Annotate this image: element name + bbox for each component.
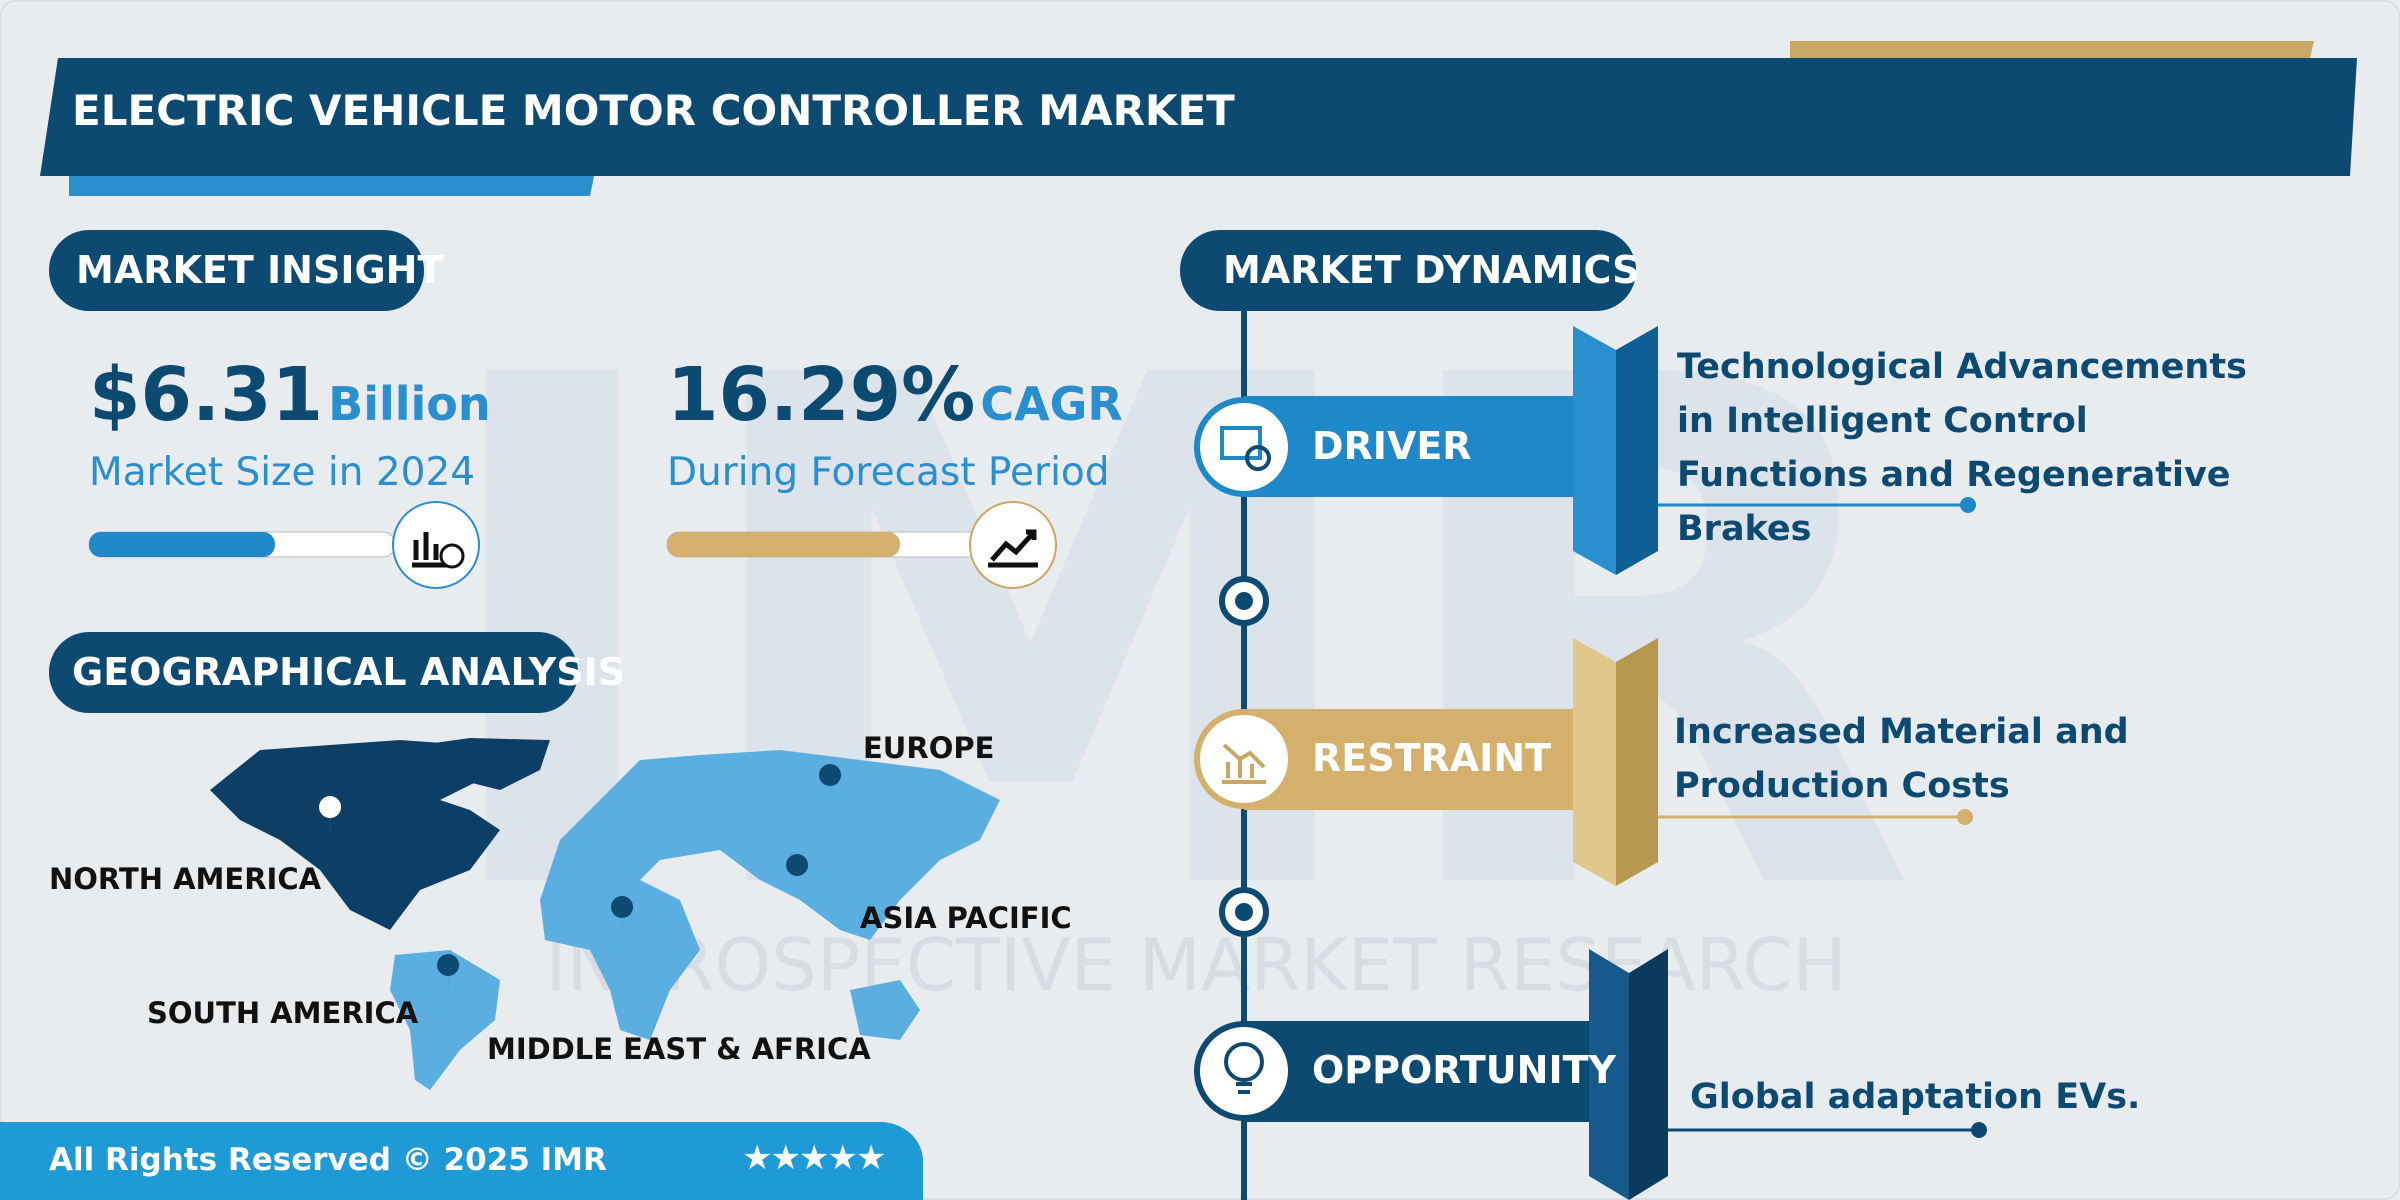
restraint-band (1244, 709, 1618, 810)
dynamic-label: RESTRAINT (1312, 736, 1552, 780)
timeline-node (1235, 903, 1253, 921)
section-pill (49, 230, 424, 311)
icon (1222, 743, 1266, 784)
progress-fill (89, 532, 275, 557)
icon-circle (1194, 397, 1294, 497)
icon (1236, 1082, 1252, 1094)
connector-dot (1957, 809, 1973, 825)
timeline-node (1235, 592, 1253, 610)
dynamic-label: DRIVER (1312, 424, 1472, 468)
icon-circle (1194, 709, 1294, 809)
restraint-chevron (1616, 638, 1658, 886)
footer-rights: All Rights Reserved © 2025 IMR (49, 1142, 607, 1178)
map-australia (850, 980, 920, 1040)
section-pill (1180, 230, 1636, 311)
icon (988, 529, 1038, 568)
opportunity-chevron (1589, 949, 1629, 1200)
metric-label: During Forecast Period (667, 450, 1110, 495)
connector-dot (1971, 1122, 1987, 1138)
section-heading: GEOGRAPHICAL ANALYSIS (72, 650, 626, 694)
region-label: NORTH AMERICA (49, 862, 322, 896)
region-label: MIDDLE EAST & AFRICA (487, 1032, 871, 1066)
section-heading: MARKET DYNAMICS (1223, 248, 1640, 292)
header-title: ELECTRIC VEHICLE MOTOR CONTROLLER MARKET (72, 86, 1235, 135)
pin (819, 764, 842, 808)
icon (1245, 445, 1271, 471)
icon-circle (969, 501, 1057, 589)
opportunity-band (1244, 1021, 1600, 1122)
metric: $6.31 Billion (89, 352, 491, 438)
connector-dot (1960, 497, 1976, 513)
icon (439, 543, 465, 569)
section-pill (49, 632, 578, 713)
metric-unit: Billion (328, 377, 491, 431)
footer-bar (0, 1122, 923, 1200)
icon (412, 532, 456, 568)
dynamic-text: Technological Advancements in Intelligen… (1677, 347, 2247, 549)
progress-fill (667, 532, 900, 557)
header-accent (69, 176, 594, 196)
header-accent (1790, 41, 2314, 58)
map-eurasia-africa (540, 750, 1000, 1040)
pin (437, 954, 460, 998)
dynamic-text: Global adaptation EVs. (1690, 1077, 2141, 1117)
opportunity-chevron (1629, 949, 1668, 1200)
region-label: SOUTH AMERICA (147, 996, 419, 1030)
pin (319, 796, 342, 840)
map-greenland (420, 738, 550, 790)
metric-unit: CAGR (980, 377, 1123, 431)
map-north-america (210, 740, 500, 930)
icon (1224, 1042, 1264, 1082)
pin (786, 854, 809, 898)
icon-circle (1194, 1021, 1294, 1121)
metric-label: Market Size in 2024 (89, 450, 476, 495)
footer-stars: ★★★★★ (742, 1138, 886, 1178)
driver-chevron (1573, 326, 1616, 575)
header-bar (40, 58, 2357, 176)
region-label: EUROPE (863, 731, 995, 765)
dynamic-label: OPPORTUNITY (1312, 1048, 1617, 1092)
icon (1220, 426, 1262, 460)
pin (611, 896, 634, 940)
driver-band (1244, 396, 1576, 497)
driver-chevron (1616, 326, 1658, 575)
metric-value: 16.29% (667, 352, 976, 438)
region-label: ASIA PACIFIC (860, 901, 1072, 935)
metric-value: $6.31 (89, 352, 324, 438)
section-heading: MARKET INSIGHT (76, 248, 444, 292)
restraint-chevron (1573, 638, 1616, 886)
metric: 16.29% CAGR (667, 352, 1123, 438)
map-south-america (390, 950, 500, 1090)
dynamic-text: Increased Material and Production Costs (1674, 712, 2129, 806)
map-pins (319, 764, 842, 998)
